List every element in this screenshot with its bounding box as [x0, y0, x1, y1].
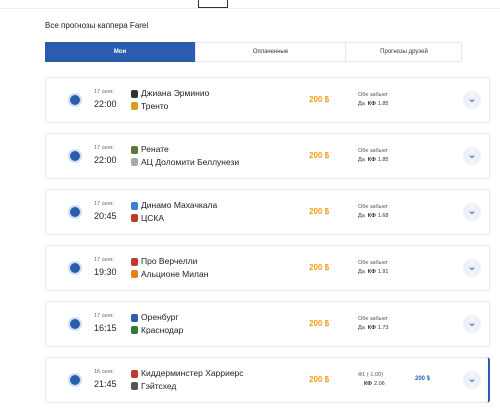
- pick: Да: [358, 269, 365, 275]
- pick: Да: [358, 101, 365, 107]
- tab[interactable]: Мои: [45, 42, 195, 62]
- tab[interactable]: Прогнозы друзей: [345, 42, 462, 62]
- expand-button[interactable]: ⌄: [463, 315, 481, 333]
- match-time: 20:45: [94, 211, 117, 221]
- match-card: 17 сент. 19:30 Про Верчелли Альционе Милан 2…: [45, 245, 490, 291]
- team-name: Джиана Эрминио: [141, 88, 210, 98]
- odds: 1.91: [377, 269, 389, 275]
- sport-icon: [68, 93, 82, 107]
- odds-label: КФ: [367, 157, 376, 163]
- sport-icon: [68, 149, 82, 163]
- expand-button[interactable]: ⌄: [463, 91, 481, 109]
- team-name: ЦСКА: [141, 213, 165, 223]
- team-icon: [131, 214, 138, 222]
- team-name: Альционе Милан: [141, 269, 209, 279]
- bet-line: Да КФ 1.73: [358, 325, 389, 331]
- match-card: 17 сент. 22:00 Джиана Эрминио Тренто 200 $ Об…: [45, 77, 490, 123]
- bet-line: Да КФ 1.68: [358, 213, 389, 219]
- stake: 200 $: [309, 95, 330, 104]
- expand-button[interactable]: ⌄: [463, 203, 481, 221]
- team-name: Ренате: [141, 144, 169, 154]
- bet-type: Обе забьют: [358, 148, 389, 154]
- stake: 200 $: [309, 151, 330, 160]
- odds: 2.06: [373, 381, 385, 387]
- match-card: 17 сент. 20:45 Динамо Махачкала ЦСКА 200 $ Об…: [45, 189, 490, 235]
- match-time: 16:15: [94, 323, 117, 333]
- title: Все прогнозы каппера Farel: [45, 21, 149, 30]
- match-date: 17 сент.: [94, 201, 114, 207]
- team-name: Тренто: [141, 101, 169, 111]
- team-name: Про Верчелли: [141, 256, 198, 266]
- odds: 1.85: [377, 101, 389, 107]
- bet-type: Обе забьют: [358, 92, 389, 98]
- team-name: Оренбург: [141, 312, 179, 322]
- match-date: 17 сент.: [94, 313, 114, 319]
- pick: Да: [358, 157, 365, 163]
- stake: 200 $: [309, 263, 330, 272]
- odds: 1.68: [377, 213, 389, 219]
- sport-icon: [68, 261, 82, 275]
- team-icon: [131, 90, 138, 98]
- match-time: 22:00: [94, 99, 117, 109]
- match-card: 16 сент. 21:45 Киддерминстер Харриерс Гэйтс…: [45, 357, 490, 403]
- top-rule: [0, 8, 500, 9]
- team-icon: [131, 326, 138, 334]
- match-time: 22:00: [94, 155, 117, 165]
- team-name: Киддерминстер Харриерс: [141, 368, 244, 378]
- tab[interactable]: Оплаченные: [195, 42, 345, 62]
- bet-line: Да КФ 1.85: [358, 101, 389, 107]
- stake: 200 $: [309, 319, 330, 328]
- team-icon: [131, 202, 138, 210]
- team-name: Краснодар: [141, 325, 184, 335]
- team-icon: [131, 258, 138, 266]
- win: 200 $: [415, 376, 431, 382]
- team-icon: [131, 270, 138, 278]
- pick: Да: [358, 325, 365, 331]
- sport-icon: [68, 205, 82, 219]
- team-icon: [131, 158, 138, 166]
- pick: Да: [358, 213, 365, 219]
- stake: 200 $: [309, 375, 330, 384]
- match-card: 17 сент. 22:00 Ренате АЦ Доломити Беллунези…: [45, 133, 490, 179]
- odds: 1.85: [377, 157, 389, 163]
- bet-type: Обе забьют: [358, 316, 389, 322]
- bet-line: Да КФ 1.91: [358, 269, 389, 275]
- match-date: 16 сент.: [94, 369, 114, 375]
- expand-button[interactable]: ⌄: [463, 371, 481, 389]
- odds-label: КФ: [367, 213, 376, 219]
- bet-type: Обе забьют: [358, 204, 389, 210]
- team-icon: [131, 314, 138, 322]
- stake: 200 $: [309, 207, 330, 216]
- team-name: Гэйтсхед: [141, 381, 177, 391]
- match-time: 19:30: [94, 267, 117, 277]
- odds-label: КФ: [367, 269, 376, 275]
- team-name: Динамо Махачкала: [141, 200, 218, 210]
- team-icon: [131, 102, 138, 110]
- sport-icon: [68, 317, 82, 331]
- sport-icon: [68, 373, 82, 387]
- odds-label: КФ: [367, 101, 376, 107]
- odds-label: КФ: [364, 381, 372, 387]
- match-date: 17 сент.: [94, 89, 114, 95]
- expand-button[interactable]: ⌄: [463, 147, 481, 165]
- match-date: 17 сент.: [94, 145, 114, 151]
- odds-label: КФ: [367, 325, 376, 331]
- team-icon: [131, 146, 138, 154]
- team-icon: [131, 382, 138, 390]
- match-date: 17 сент.: [94, 257, 114, 263]
- bet-line: Да КФ 1.85: [358, 157, 389, 163]
- expand-button[interactable]: ⌄: [463, 259, 481, 277]
- team-name: АЦ Доломити Беллунези: [141, 157, 240, 167]
- match-time: 21:45: [94, 379, 117, 389]
- team-icon: [131, 370, 138, 378]
- bet-line: КФ 2.06: [364, 381, 385, 387]
- bet-type: Обе забьют: [358, 260, 389, 266]
- match-card: 17 сент. 16:15 Оренбург Краснодар 200 $ Обе з…: [45, 301, 490, 347]
- top-box: [198, 0, 228, 8]
- bet-type: Ф1 (-1.00): [358, 372, 383, 378]
- odds: 1.73: [377, 325, 389, 331]
